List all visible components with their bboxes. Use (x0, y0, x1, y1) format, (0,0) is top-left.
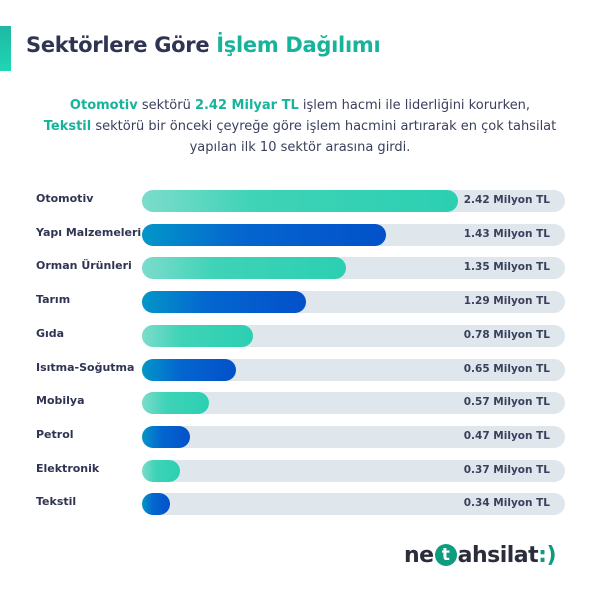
subtitle-text: sektörü (137, 98, 195, 113)
chart-row: Tekstil 0.34 Milyon TL (0, 491, 600, 516)
category-label: Mobilya (36, 394, 85, 408)
page-title: Sektörlere Göre İşlem Dağılımı (26, 33, 381, 57)
value-label: 1.29 Milyon TL (463, 295, 550, 308)
value-label: 0.34 Milyon TL (463, 497, 550, 510)
category-label: Gıda (36, 326, 65, 340)
value-label: 1.35 Milyon TL (463, 261, 550, 274)
bar (142, 324, 253, 347)
value-label: 0.37 Milyon TL (463, 463, 550, 476)
chart-row: Mobilya 0.57 Milyon TL (0, 390, 600, 415)
category-label: Yapı Malzemeleri (36, 225, 142, 239)
logo-smile: :) (538, 543, 556, 568)
bar (142, 392, 209, 415)
value-label: 1.43 Milyon TL (463, 227, 550, 240)
category-label: Petrol (36, 427, 74, 441)
subtitle-text: sektörü bir önceki çeyreğe göre işlem ha… (91, 119, 557, 155)
category-label: Tekstil (36, 495, 77, 509)
logo-t-circle: t (434, 544, 457, 566)
value-label: 0.57 Milyon TL (463, 396, 550, 409)
subtitle-text: işlem hacmi ile liderliğini korurken, (298, 98, 531, 113)
chart-row: Elektronik 0.37 Milyon TL (0, 458, 600, 482)
netahsilat-logo: ne t ahsilat:) (404, 543, 556, 568)
chart-row: Otomotiv 2.42 Milyon TL (0, 188, 600, 212)
chart-row: Isıtma-Soğutma 0.65 Milyon TL (0, 357, 600, 381)
bar (142, 459, 180, 482)
category-label: Otomotiv (36, 192, 94, 205)
category-label: Isıtma-Soğutma (36, 360, 135, 374)
logo-text: ne (404, 543, 434, 568)
bar (142, 358, 236, 381)
bar (142, 257, 346, 280)
title-part-1: Sektörlere Göre (26, 33, 217, 57)
bar-track (142, 493, 565, 516)
subtitle: Otomotiv sektörü 2.42 Milyar TL işlem ha… (40, 95, 560, 158)
title-part-2: İşlem Dağılımı (216, 33, 381, 57)
bar-track (142, 459, 565, 482)
bar (142, 425, 190, 448)
bar (142, 223, 386, 246)
bar (142, 291, 306, 314)
chart-row: Yapı Malzemeleri 1.43 Milyon TL (0, 222, 600, 246)
value-label: 2.42 Milyon TL (463, 194, 550, 206)
bar-track (142, 358, 565, 381)
category-label: Orman Ürünleri (36, 259, 132, 273)
bar-track (142, 392, 565, 415)
bar-track (142, 425, 565, 448)
chart-row: Petrol 0.47 Milyon TL (0, 424, 600, 448)
title-accent-bar (0, 26, 11, 71)
value-label: 0.65 Milyon TL (463, 362, 550, 375)
category-label: Tarım (36, 293, 71, 307)
subtitle-highlight-amount: 2.42 Milyar TL (194, 98, 299, 113)
chart-row: Tarım 1.29 Milyon TL (0, 289, 600, 314)
logo-text: ahsilat (457, 543, 539, 568)
chart-row: Gıda 0.78 Milyon TL (0, 323, 600, 347)
chart-row: Orman Ürünleri 1.35 Milyon TL (0, 255, 600, 280)
value-label: 0.47 Milyon TL (463, 429, 550, 442)
bar (142, 493, 170, 516)
subtitle-highlight-otomotiv: Otomotiv (69, 98, 138, 113)
bar (142, 190, 458, 212)
value-label: 0.78 Milyon TL (463, 328, 550, 341)
category-label: Elektronik (36, 461, 100, 475)
subtitle-highlight-tekstil: Tekstil (43, 119, 92, 134)
